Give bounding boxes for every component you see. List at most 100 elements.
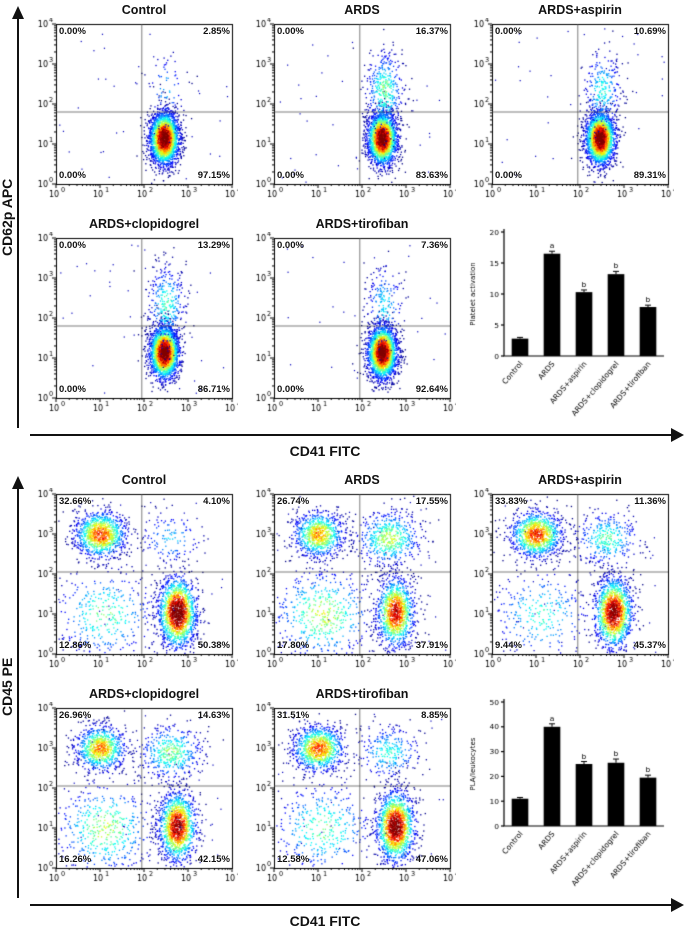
x-axis-line — [30, 434, 674, 436]
quadrant-lower-right-pct: 50.38% — [197, 640, 230, 651]
flow-plot-body: 31.51% 8.85% 12.58% 47.06% — [244, 702, 456, 898]
quadrant-lower-left-pct: 12.86% — [59, 640, 92, 651]
flow-plot-body: 0.00% 10.69% 0.00% 89.31% — [462, 18, 674, 214]
quadrant-upper-right-pct: 14.63% — [197, 710, 230, 721]
quadrant-lower-right-pct: 97.15% — [197, 170, 230, 181]
quadrant-lower-left-pct: 0.00% — [277, 170, 304, 181]
flow-plot-control: Control 32.66% 4.10% 12.86% 50.38% — [26, 472, 242, 684]
plot-title: ARDS — [344, 473, 380, 487]
quadrant-upper-right-pct: 8.85% — [421, 710, 448, 721]
flow-cytometry-canvas — [244, 232, 456, 428]
flow-plot-body: 33.83% 11.36% 9.44% 45.37% — [462, 488, 674, 684]
quadrant-upper-right-pct: 11.36% — [634, 496, 666, 507]
quadrant-lower-right-pct: 42.15% — [197, 854, 230, 865]
x-axis-arrowhead-icon — [671, 428, 684, 442]
plot-title: ARDS+clopidogrel — [88, 217, 200, 231]
panel-cd62p-cd41: CD62p APC Control 0.00% 2.85% 0.00% 97.1… — [0, 2, 684, 466]
flow-plot-ards-aspirin: ARDS+aspirin 0.00% 10.69% 0.00% 89.31% — [462, 2, 678, 214]
quadrant-lower-left-pct: 16.26% — [59, 854, 92, 865]
plot-grid-bottom: Control 32.66% 4.10% 12.86% 50.38% ARDS … — [26, 472, 684, 898]
bar-chart-pla-leukocytes — [462, 686, 678, 898]
flow-cytometry-canvas — [26, 488, 238, 684]
flow-plot-body: 0.00% 16.37% 0.00% 83.63% — [244, 18, 456, 214]
plot-title: ARDS+clopidogrel — [88, 687, 200, 701]
quadrant-lower-left-pct: 0.00% — [495, 170, 522, 181]
quadrant-upper-left-pct: 0.00% — [59, 240, 86, 251]
flow-plot-ards-aspirin: ARDS+aspirin 33.83% 11.36% 9.44% 45.37% — [462, 472, 678, 684]
plot-title: ARDS — [344, 3, 380, 17]
quadrant-lower-right-pct: 86.71% — [197, 384, 230, 395]
quadrant-lower-right-pct: 92.64% — [415, 384, 448, 395]
quadrant-upper-left-pct: 0.00% — [59, 26, 86, 37]
quadrant-lower-right-pct: 89.31% — [633, 170, 666, 181]
plot-title: ARDS+aspirin — [538, 473, 622, 487]
quadrant-lower-left-pct: 12.58% — [277, 854, 310, 865]
flow-cytometry-canvas — [244, 488, 456, 684]
flow-plot-ards-tirofiban: ARDS+tirofiban 31.51% 8.85% 12.58% 47.06… — [244, 686, 460, 898]
quadrant-lower-right-pct: 45.37% — [633, 640, 666, 651]
quadrant-upper-left-pct: 0.00% — [277, 240, 304, 251]
quadrant-lower-left-pct: 0.00% — [59, 384, 86, 395]
quadrant-upper-left-pct: 0.00% — [495, 26, 522, 37]
bar-chart-canvas — [464, 686, 676, 894]
flow-cytometry-canvas — [26, 702, 238, 898]
flow-cytometry-canvas — [462, 488, 674, 684]
x-axis-label: CD41 FITC — [289, 913, 361, 929]
quadrant-upper-left-pct: 26.74% — [277, 496, 310, 507]
flow-plot-ards: ARDS 0.00% 16.37% 0.00% 83.63% — [244, 2, 460, 214]
plot-title: Control — [121, 3, 167, 17]
plot-title: ARDS+aspirin — [538, 3, 622, 17]
y-axis-arrowhead-icon — [12, 476, 24, 489]
quadrant-upper-right-pct: 4.10% — [203, 496, 230, 507]
y-axis-cd45: CD45 PE — [0, 476, 26, 898]
flow-plot-body: 0.00% 13.29% 0.00% 86.71% — [26, 232, 238, 428]
flow-cytometry-canvas — [26, 18, 238, 214]
flow-plot-body: 0.00% 2.85% 0.00% 97.15% — [26, 18, 238, 214]
quadrant-upper-left-pct: 31.51% — [277, 710, 310, 721]
quadrant-lower-left-pct: 9.44% — [495, 640, 522, 651]
flow-plot-body: 0.00% 7.36% 0.00% 92.64% — [244, 232, 456, 428]
panel-cd45-cd41: CD45 PE Control 32.66% 4.10% 12.86% 50.3… — [0, 472, 684, 936]
x-axis-line — [30, 904, 674, 906]
quadrant-lower-right-pct: 47.06% — [415, 854, 448, 865]
plot-grid-top: Control 0.00% 2.85% 0.00% 97.15% ARDS 0.… — [26, 2, 684, 428]
plot-title: ARDS+tirofiban — [315, 687, 409, 701]
flow-cytometry-canvas — [26, 232, 238, 428]
quadrant-lower-right-pct: 83.63% — [415, 170, 448, 181]
y-axis-line — [17, 488, 19, 898]
plot-title: Control — [121, 473, 167, 487]
quadrant-lower-left-pct: 0.00% — [59, 170, 86, 181]
flow-cytometry-canvas — [244, 702, 456, 898]
quadrant-upper-left-pct: 26.96% — [59, 710, 92, 721]
quadrant-upper-right-pct: 16.37% — [415, 26, 448, 37]
quadrant-upper-left-pct: 32.66% — [59, 496, 92, 507]
quadrant-lower-right-pct: 37.91% — [415, 640, 448, 651]
quadrant-upper-right-pct: 13.29% — [197, 240, 230, 251]
flow-plot-ards-clopidogrel: ARDS+clopidogrel 26.96% 14.63% 16.26% 42… — [26, 686, 242, 898]
flow-plot-body: 26.96% 14.63% 16.26% 42.15% — [26, 702, 238, 898]
flow-cytometry-canvas — [462, 18, 674, 214]
y-axis-line — [17, 18, 19, 428]
quadrant-upper-left-pct: 33.83% — [495, 496, 528, 507]
x-axis-cd41-top: CD41 FITC — [26, 428, 684, 466]
flow-plot-control: Control 0.00% 2.85% 0.00% 97.15% — [26, 2, 242, 214]
quadrant-upper-right-pct: 10.69% — [633, 26, 666, 37]
quadrant-lower-left-pct: 0.00% — [277, 384, 304, 395]
quadrant-upper-left-pct: 0.00% — [277, 26, 304, 37]
bar-chart-canvas — [464, 216, 676, 424]
quadrant-upper-right-pct: 7.36% — [421, 240, 448, 251]
quadrant-upper-right-pct: 17.55% — [415, 496, 448, 507]
y-axis-arrowhead-icon — [12, 6, 24, 19]
quadrant-upper-right-pct: 2.85% — [203, 26, 230, 37]
y-axis-label: CD45 PE — [0, 657, 15, 717]
flow-plot-body: 32.66% 4.10% 12.86% 50.38% — [26, 488, 238, 684]
flow-plot-ards-clopidogrel: ARDS+clopidogrel 0.00% 13.29% 0.00% 86.7… — [26, 216, 242, 428]
y-axis-label: CD62p APC — [0, 178, 15, 256]
bar-chart-platelet-activation — [462, 216, 678, 428]
x-axis-cd41-bottom: CD41 FITC — [26, 898, 684, 936]
flow-cytometry-canvas — [244, 18, 456, 214]
quadrant-lower-left-pct: 17.80% — [277, 640, 310, 651]
flow-plot-ards: ARDS 26.74% 17.55% 17.80% 37.91% — [244, 472, 460, 684]
flow-plot-ards-tirofiban: ARDS+tirofiban 0.00% 7.36% 0.00% 92.64% — [244, 216, 460, 428]
